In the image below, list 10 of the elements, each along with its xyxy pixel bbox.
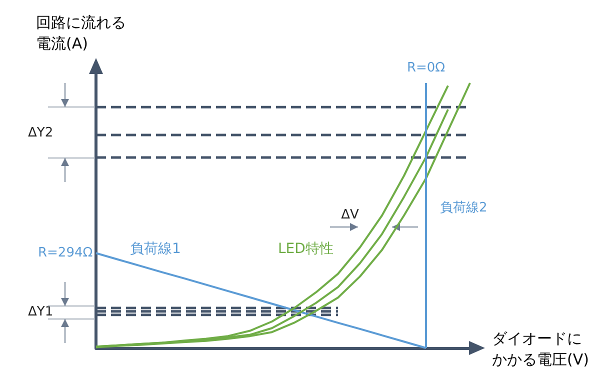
text: ΔY1 [28, 304, 54, 320]
series-label: LED特性 [278, 241, 334, 257]
text: R=0Ω [406, 60, 446, 76]
series-label: 負荷線1 [130, 241, 181, 257]
x-axis-title: ダイオードにかかる電圧(V) [492, 330, 589, 368]
text: ΔY2 [28, 126, 54, 140]
text: R=294Ω [38, 246, 93, 261]
annotation: ΔV [341, 208, 359, 222]
y-axis-title: 回路に流れる電流(A) [36, 14, 126, 52]
annotation: 負荷線2 [440, 200, 488, 216]
